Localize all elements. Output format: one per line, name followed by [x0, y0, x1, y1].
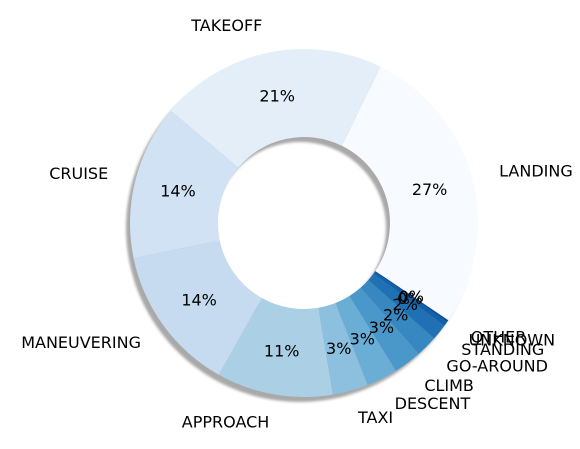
category-label-landing: LANDING [499, 161, 573, 180]
category-label-maneuvering: MANEUVERING [21, 333, 141, 352]
pct-label-unknown: 0% [397, 289, 422, 308]
wedge-approach [218, 297, 333, 397]
category-label-climb: CLIMB [424, 376, 474, 395]
pct-label-maneuvering: 14% [181, 290, 217, 309]
wedge-descent [335, 296, 396, 385]
percentage-labels: 27%21%14%14%11% 3%3%3%2%2%0%0% [160, 86, 447, 360]
wedge-landing [341, 66, 478, 321]
category-label-descent: DESCENT [395, 394, 471, 413]
pct-label-descent: 3% [350, 330, 375, 349]
pct-label-climb: 3% [369, 318, 394, 337]
wedge-takeoff [170, 48, 381, 168]
category-label-go-around: GO-AROUND [446, 357, 548, 376]
pct-label-taxi: 3% [326, 339, 351, 358]
pct-label-cruise: 14% [160, 182, 196, 201]
wedge-maneuvering [133, 240, 262, 375]
wedge-other [374, 271, 449, 323]
category-label-approach: APPROACH [182, 413, 270, 432]
wedge-unknown [373, 271, 448, 326]
pct-label-approach: 11% [264, 342, 300, 361]
pct-label-standing: 2% [393, 295, 418, 314]
category-labels: LANDING TAKEOFF CRUISE MANEUVERING APPROACH T… [21, 16, 573, 432]
wedge-standing [368, 273, 445, 339]
wedge-cruise [130, 110, 239, 259]
pct-label-takeoff: 21% [259, 86, 295, 105]
category-label-unknown: UNKNOWN [469, 331, 556, 350]
pct-label-other: 0% [399, 287, 424, 306]
category-label-standing: STANDING [461, 340, 544, 359]
donut-wedges [130, 48, 478, 397]
wedge-go-around [360, 280, 435, 354]
wedge-taxi [318, 303, 368, 395]
pct-label-landing: 27% [412, 180, 448, 199]
category-label-takeoff: TAKEOFF [190, 16, 262, 35]
category-label-taxi: TAXI [357, 408, 393, 427]
wedge-climb [349, 287, 419, 371]
category-label-other: OTHER [471, 328, 527, 347]
category-label-cruise: CRUISE [49, 164, 108, 183]
pct-label-go-around: 2% [383, 306, 408, 325]
